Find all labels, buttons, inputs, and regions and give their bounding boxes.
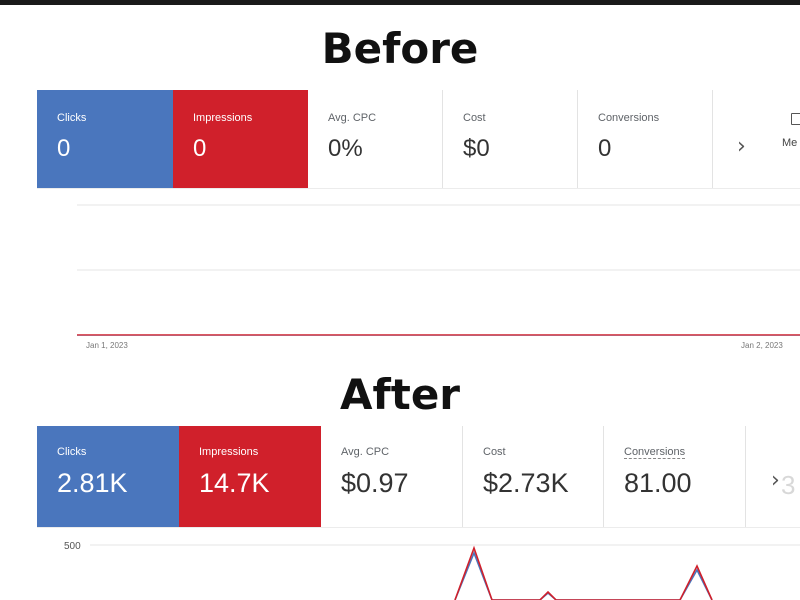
avg-cpc-card[interactable]: Avg. CPC $0.97	[321, 426, 463, 527]
impressions-value: 0	[193, 135, 207, 162]
conversions-card[interactable]: Conversions 81.00	[604, 426, 746, 527]
avg-cpc-value: $0.97	[341, 468, 409, 498]
metrics-icon[interactable]	[791, 113, 800, 125]
clicks-line	[454, 550, 713, 600]
avg-cpc-label: Avg. CPC	[341, 446, 390, 458]
avg-cpc-value: 0%	[328, 135, 363, 162]
cost-card[interactable]: Cost $0	[443, 90, 578, 188]
conversions-label: Conversions	[624, 446, 686, 459]
impressions-value: 14.7K	[199, 468, 270, 498]
cost-value: $2.73K	[483, 468, 569, 498]
avg-cpc-label: Avg. CPC	[328, 112, 377, 124]
cost-card[interactable]: Cost $2.73K	[463, 426, 604, 527]
after-metric-cards: Clicks 2.81K Impressions 14.7K Avg. CPC …	[37, 426, 800, 528]
conversions-card[interactable]: Conversions 0	[578, 90, 713, 188]
clicks-value: 2.81K	[57, 468, 128, 498]
impressions-label: Impressions	[193, 112, 253, 124]
top-border	[0, 0, 800, 5]
clicks-label: Clicks	[57, 446, 87, 458]
impressions-card[interactable]: Impressions 14.7K	[179, 426, 321, 527]
more-metrics-area	[746, 426, 800, 527]
after-chart: 500	[64, 541, 800, 600]
impressions-line	[454, 545, 713, 600]
faded-value: 3	[781, 470, 796, 500]
cost-label: Cost	[463, 112, 486, 124]
clicks-card[interactable]: Clicks 0	[37, 90, 173, 188]
conversions-label: Conversions	[598, 112, 660, 124]
avg-cpc-card[interactable]: Avg. CPC 0%	[308, 90, 443, 188]
after-heading: After	[339, 370, 461, 419]
clicks-card[interactable]: Clicks 2.81K	[37, 426, 179, 527]
before-chart: Jan 1, 2023 Jan 2, 2023	[77, 204, 800, 350]
clicks-label: Clicks	[57, 112, 87, 124]
conversions-value: 0	[598, 135, 612, 162]
impressions-label: Impressions	[199, 446, 259, 458]
cost-value: $0	[463, 135, 490, 162]
before-metric-cards: Clicks 0 Impressions 0 Avg. CPC 0% Cost …	[37, 90, 800, 189]
clicks-value: 0	[57, 135, 71, 162]
impressions-card[interactable]: Impressions 0	[173, 90, 308, 188]
x-end-label: Jan 2, 2023	[741, 341, 783, 350]
x-start-label: Jan 1, 2023	[86, 341, 128, 350]
y-tick-500: 500	[64, 541, 81, 552]
chevron-right-icon[interactable]: ›	[771, 468, 780, 493]
metrics-label[interactable]: Me	[782, 137, 798, 149]
chevron-right-icon[interactable]: ›	[737, 134, 746, 159]
cost-label: Cost	[483, 446, 506, 458]
more-metrics-area	[713, 90, 800, 188]
before-heading: Before	[321, 24, 479, 73]
conversions-value: 81.00	[624, 468, 692, 498]
